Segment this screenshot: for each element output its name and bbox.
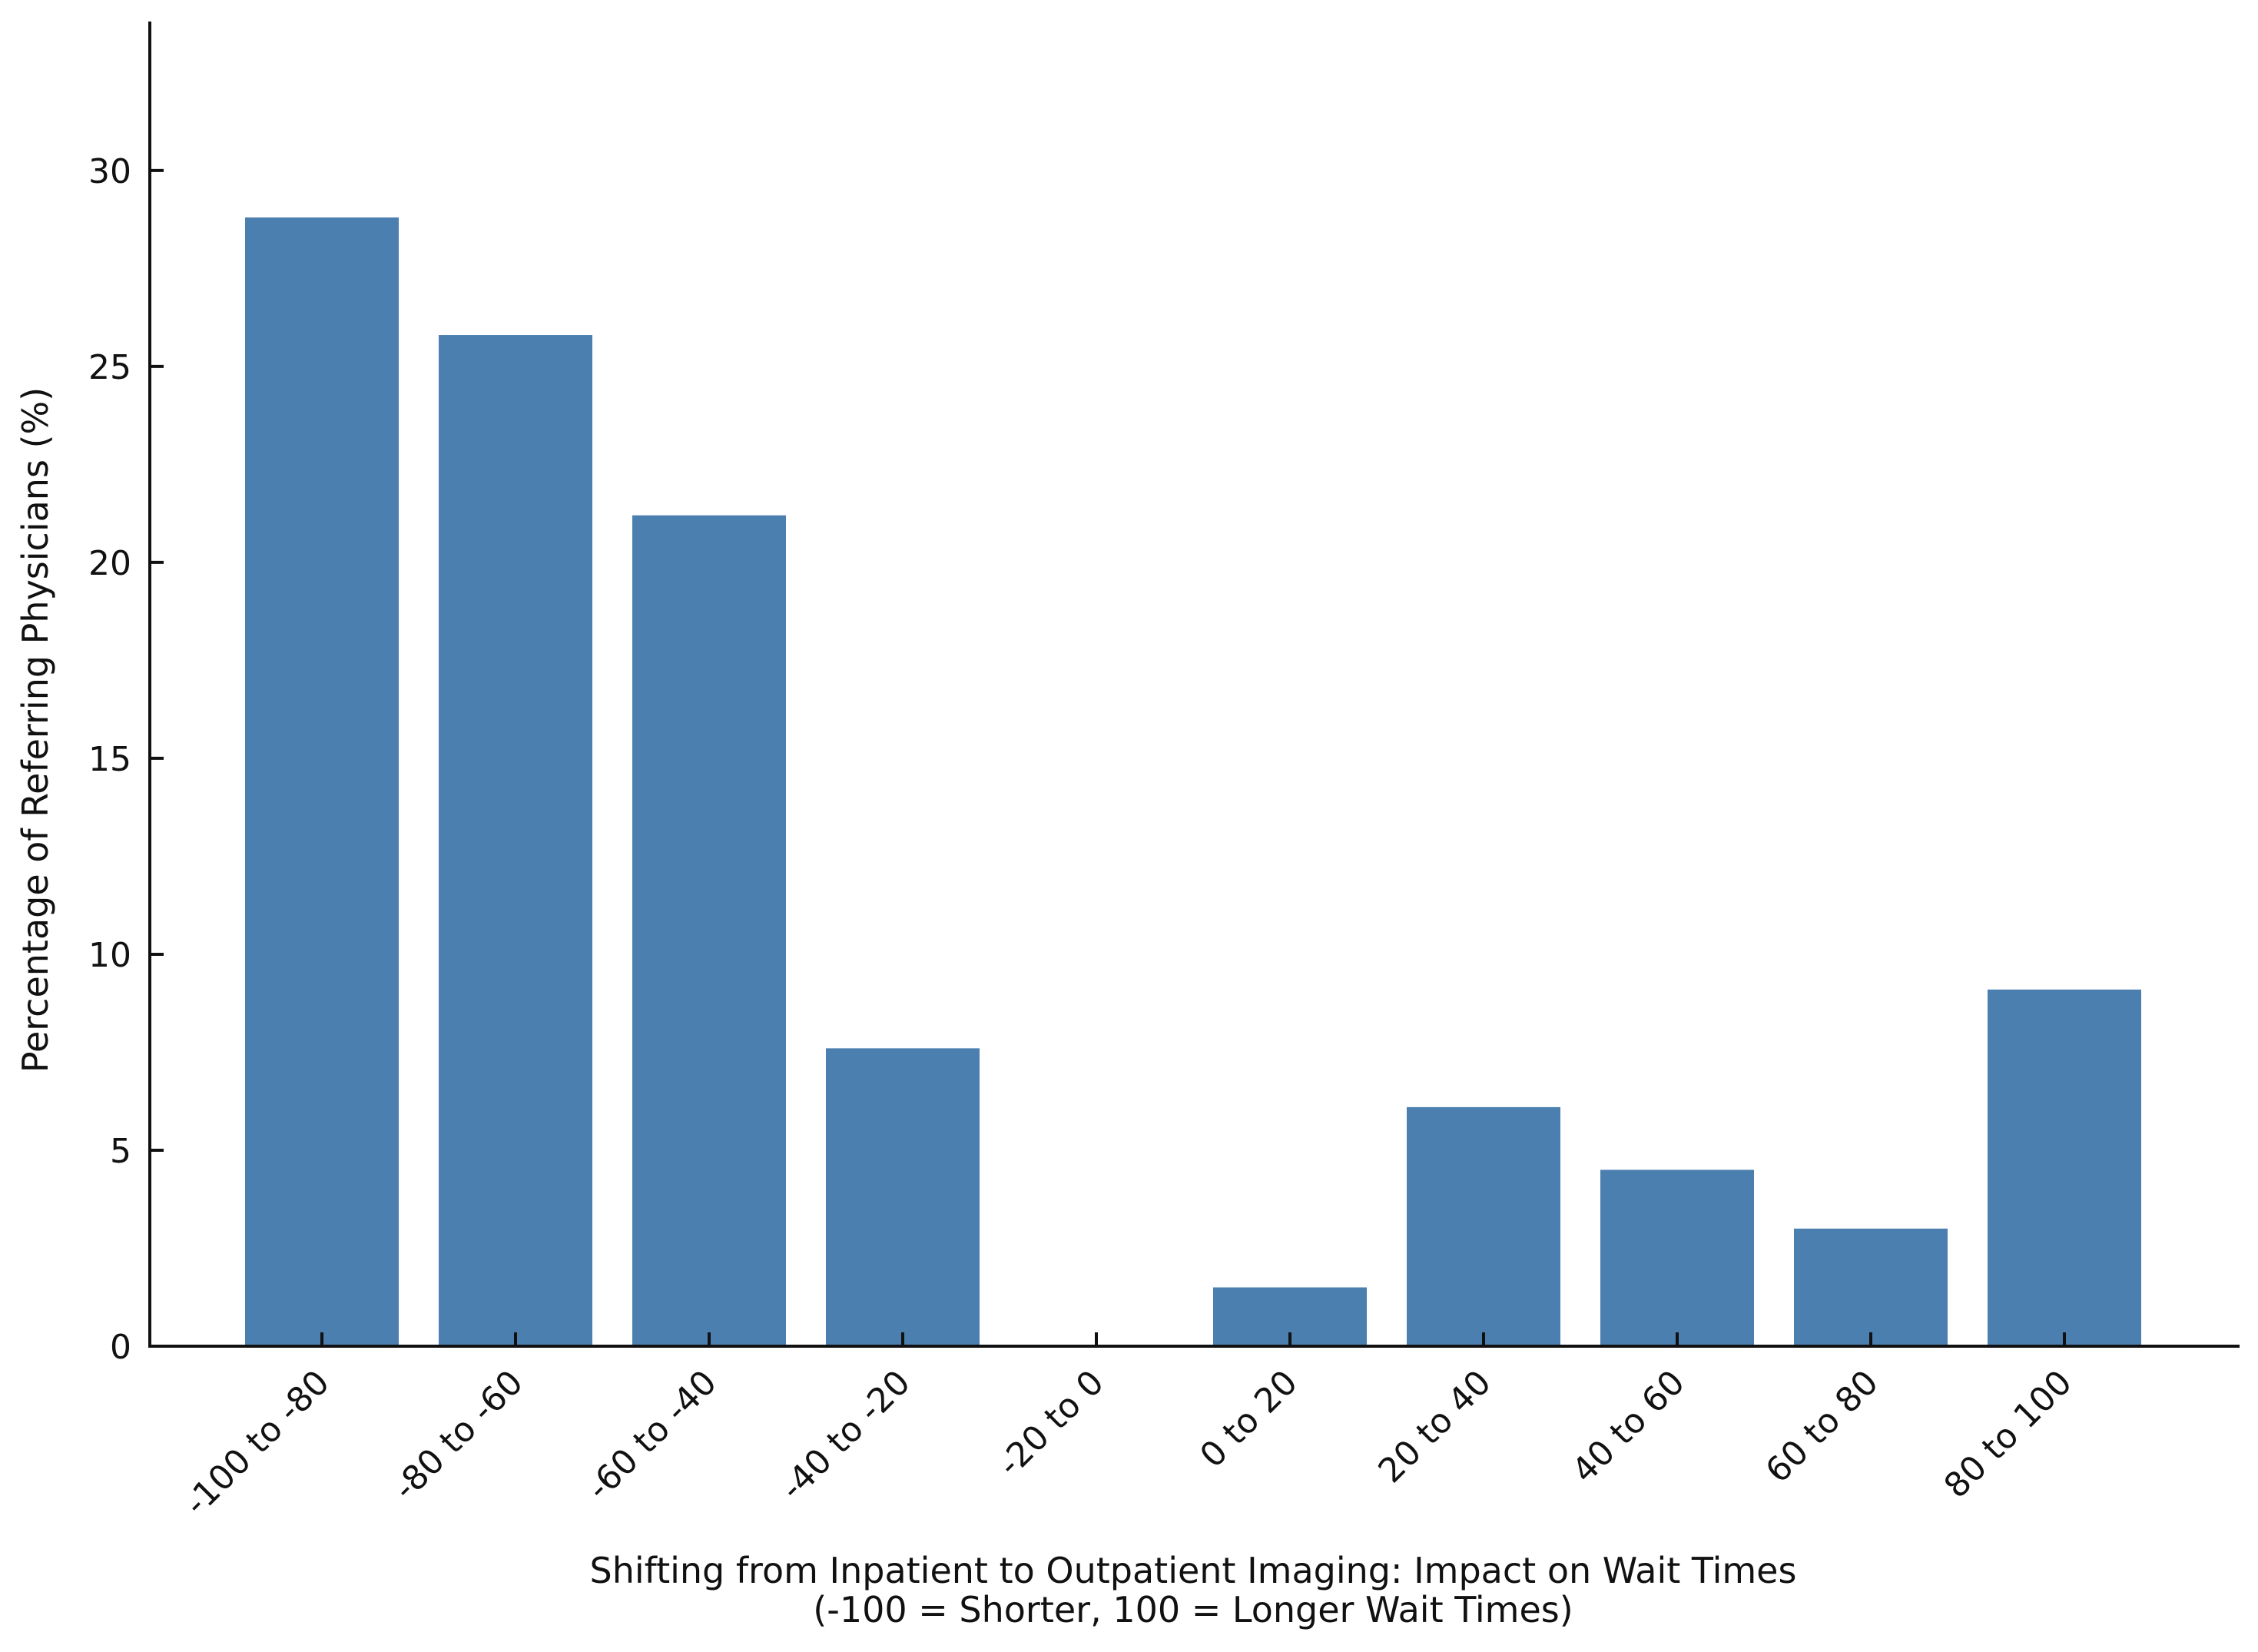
y-tick-label-0: 0: [110, 1328, 131, 1367]
bars-group: [245, 217, 2141, 1347]
y-tick-label-20: 20: [88, 544, 131, 583]
bar-7: [1600, 1169, 1754, 1346]
y-axis: 0 5 10 15 20 25 30: [88, 22, 164, 1367]
y-tick-label-15: 15: [88, 740, 131, 779]
x-tick-label-8: 60 to 80: [1759, 1363, 1886, 1491]
x-tick-label-2: -60 to -40: [579, 1363, 724, 1508]
bar-2: [632, 515, 786, 1346]
x-tick-label-9: 80 to 100: [1937, 1363, 2080, 1506]
bar-8: [1794, 1228, 1948, 1346]
x-tick-label-4: -20 to 0: [990, 1363, 1112, 1484]
x-axis-label-line-1: Shifting from Inpatient to Outpatient Im…: [590, 1550, 1797, 1591]
bar-9: [1988, 989, 2141, 1346]
x-tick-label-3: -40 to -20: [773, 1363, 918, 1508]
x-tick-label-7: 40 to 60: [1565, 1363, 1693, 1491]
bar-6: [1407, 1106, 1560, 1346]
x-tick-label-1: -80 to -60: [386, 1363, 531, 1508]
bar-0: [245, 217, 399, 1347]
y-axis-label: Percentage of Referring Physicians (%): [15, 387, 56, 1073]
y-tick-label-5: 5: [110, 1132, 131, 1171]
y-tick-label-10: 10: [88, 936, 131, 975]
x-axis: -100 to -80 -80 to -60 -60 to -40 -40 to -2…: [148, 1332, 2240, 1523]
y-tick-label-25: 25: [88, 348, 131, 387]
x-axis-label-line-2: (-100 = Shorter, 100 = Longer Wait Times…: [813, 1589, 1573, 1630]
bar-1: [439, 335, 592, 1346]
x-tick-label-6: 20 to 40: [1371, 1363, 1499, 1491]
x-tick-label-0: -100 to -80: [177, 1363, 337, 1524]
x-tick-label-5: 0 to 20: [1192, 1363, 1305, 1475]
bar-3: [826, 1048, 980, 1346]
y-tick-label-30: 30: [88, 152, 131, 191]
